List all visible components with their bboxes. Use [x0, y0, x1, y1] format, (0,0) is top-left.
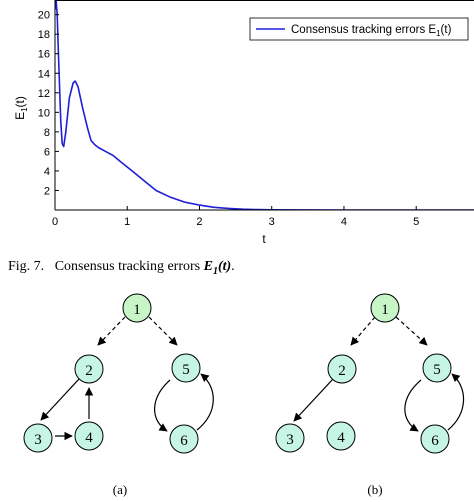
node-2 [74, 354, 104, 384]
edge-b-6-5 [447, 373, 465, 431]
edge-1-5 [148, 316, 178, 346]
node-1-label: 1 [133, 302, 141, 318]
node-b-1-label: 1 [381, 302, 389, 318]
node-b-4-label: 4 [337, 430, 345, 446]
y-tick-label: 10 [38, 107, 50, 119]
y-tick-label: 20 [38, 10, 50, 22]
caption-symbol: E1(t) [203, 259, 232, 277]
node-3 [23, 423, 53, 453]
y-tick-label: 8 [44, 127, 50, 139]
node-5-label: 5 [182, 362, 190, 378]
graph-a: 1 2 5 3 4 6 (a) [23, 293, 214, 497]
y-tick-label: 14 [38, 68, 50, 80]
node-1 [122, 293, 152, 323]
graph-b: 1 2 5 3 4 6 (b) [275, 293, 465, 497]
edge-b-1-2 [350, 316, 376, 346]
node-3-label: 3 [34, 432, 42, 448]
node-b-3-label: 3 [286, 432, 294, 448]
x-axis-label: t [262, 232, 266, 246]
node-b-4 [326, 421, 356, 451]
node-6-label: 6 [180, 433, 188, 449]
node-b-2-label: 2 [338, 363, 346, 379]
edge-5-6 [154, 379, 171, 432]
x-tick-label: 3 [269, 216, 275, 228]
edge-b-5-6 [404, 379, 422, 432]
edge-1-2 [97, 316, 126, 346]
y-axis-label: E1(t) [13, 96, 29, 120]
x-tick-label: 1 [124, 216, 130, 228]
series-line-0 [55, 0, 474, 210]
x-tick-label: 5 [413, 216, 419, 228]
communication-graphs: 1 2 5 3 4 6 (a) 1 2 5 3 4 6 (b) [23, 293, 465, 497]
node-6 [169, 424, 199, 454]
legend-box [249, 17, 469, 41]
node-b-5 [422, 353, 452, 383]
edge-6-5 [196, 373, 214, 431]
node-2-label: 2 [85, 363, 93, 379]
node-4-label: 4 [85, 430, 93, 446]
edge-b-2-3 [293, 378, 334, 422]
node-b-3 [275, 423, 305, 453]
node-b-2 [327, 354, 357, 384]
y-tick-label: 6 [44, 146, 50, 158]
caption-text: Consensus tracking errors [54, 259, 201, 274]
graph-a-label: (a) [113, 482, 127, 497]
node-5 [171, 353, 201, 383]
node-b-6-label: 6 [431, 433, 439, 449]
y-tick-label: 18 [38, 29, 50, 41]
y-tick-label: 2 [44, 185, 50, 197]
node-b-1 [370, 293, 400, 323]
y-tick-label: 4 [44, 166, 50, 178]
y-tick-label: 16 [38, 49, 50, 61]
graph-b-label: (b) [367, 482, 382, 497]
edge-b-1-5 [395, 316, 428, 346]
chart-legend: Consensus tracking errors E1(t) [249, 17, 469, 41]
node-4 [74, 421, 104, 451]
x-tick-label: 0 [52, 216, 58, 228]
figure-caption: Fig. 7. Consensus tracking errors E1(t). [8, 259, 235, 277]
edge-2-3 [40, 378, 80, 421]
x-tick-label: 4 [341, 216, 347, 228]
node-b-5-label: 5 [433, 362, 441, 378]
x-tick-label: 2 [196, 216, 202, 228]
legend-label: Consensus tracking errors E1(t) [291, 24, 452, 38]
node-b-6 [420, 424, 450, 454]
y-tick-label: 12 [38, 88, 50, 100]
caption-label: Fig. 7. [8, 259, 45, 274]
